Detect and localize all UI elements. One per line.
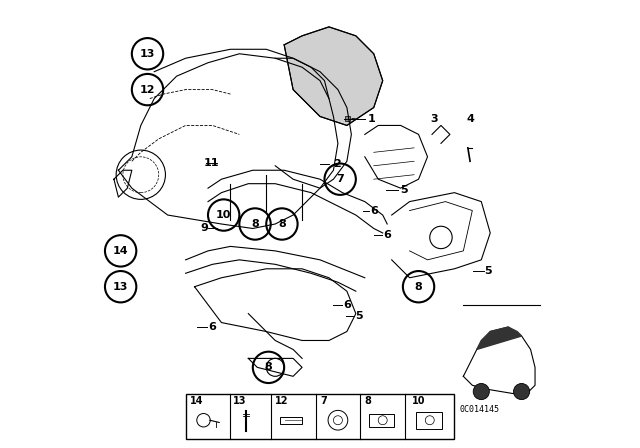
- Text: 8: 8: [415, 282, 422, 292]
- Text: 8: 8: [278, 219, 286, 229]
- Text: 5: 5: [356, 311, 364, 321]
- Text: 8: 8: [365, 396, 372, 406]
- Text: 8: 8: [264, 362, 273, 372]
- Text: 6: 6: [371, 206, 379, 215]
- Text: 13: 13: [113, 282, 129, 292]
- Text: 7: 7: [320, 396, 327, 406]
- Text: 5: 5: [484, 266, 492, 276]
- Text: 9: 9: [200, 224, 209, 233]
- Text: 7: 7: [336, 174, 344, 184]
- Text: 6: 6: [343, 300, 351, 310]
- Text: 0C014145: 0C014145: [459, 405, 499, 414]
- Bar: [369, 414, 394, 427]
- Polygon shape: [477, 327, 522, 349]
- Text: 12: 12: [275, 396, 289, 406]
- Bar: [417, 412, 442, 429]
- Text: 1: 1: [367, 114, 376, 124]
- Text: 10: 10: [412, 396, 426, 406]
- Text: 2: 2: [333, 159, 341, 168]
- Text: 10: 10: [216, 210, 232, 220]
- Bar: [280, 417, 302, 424]
- Polygon shape: [284, 27, 383, 125]
- FancyBboxPatch shape: [345, 116, 350, 121]
- Text: 14: 14: [190, 396, 204, 406]
- Text: 14: 14: [113, 246, 129, 256]
- Text: 11: 11: [204, 158, 219, 168]
- Text: 12: 12: [140, 85, 156, 95]
- Text: 4: 4: [466, 114, 474, 124]
- Text: 13: 13: [233, 396, 246, 406]
- Circle shape: [473, 383, 490, 400]
- Bar: [186, 394, 454, 439]
- Text: 3: 3: [431, 114, 438, 124]
- Text: 8: 8: [251, 219, 259, 229]
- Text: 6: 6: [209, 322, 216, 332]
- Circle shape: [513, 383, 530, 400]
- Text: 5: 5: [401, 185, 408, 195]
- Text: 13: 13: [140, 49, 156, 59]
- Text: 6: 6: [383, 230, 391, 240]
